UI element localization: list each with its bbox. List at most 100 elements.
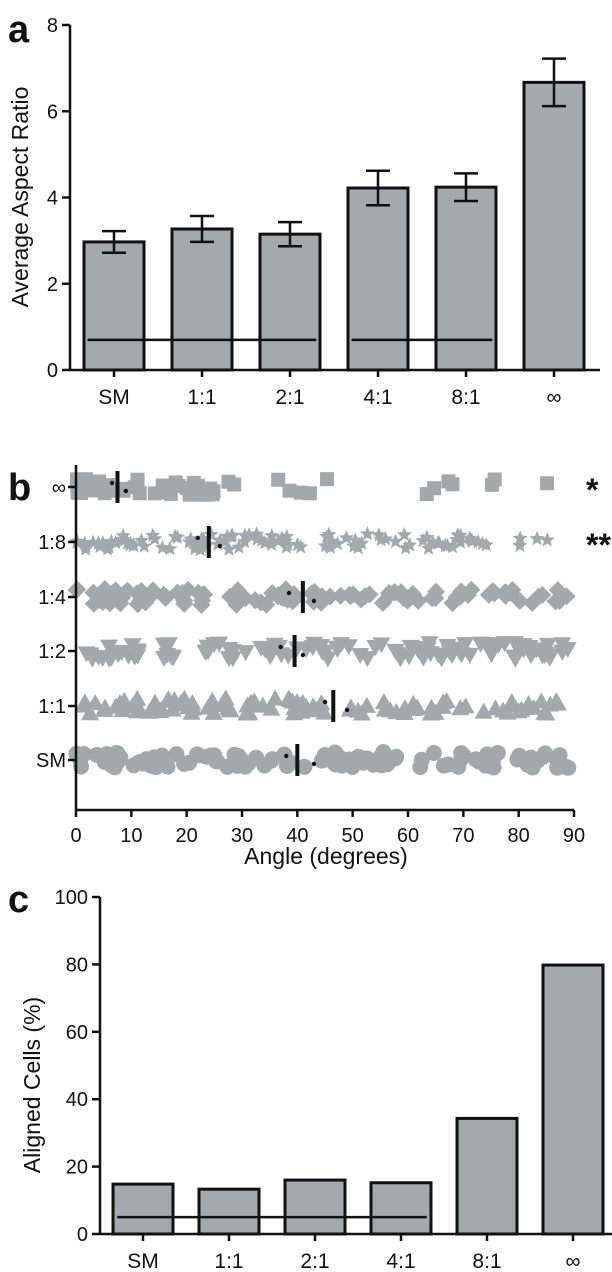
panel-b-point-1-78 — [188, 537, 204, 553]
panel-label-c: c — [8, 879, 29, 921]
panel-b-point-4-93 — [203, 691, 222, 708]
panel-b-point-3-107 — [198, 639, 217, 656]
panel-b-point-1-33 — [263, 536, 280, 551]
panel-b-point-0-52 — [427, 481, 442, 496]
panel-b-x-tick-label-5: 50 — [342, 825, 364, 847]
panel-a-error-bar-3 — [366, 169, 390, 207]
panel-b-point-5-89 — [387, 750, 404, 767]
panel-b-point-1-57 — [437, 537, 453, 553]
panel-b-point-5-81 — [153, 747, 170, 764]
panel-b-point-5-70 — [263, 752, 280, 769]
panel-b-point-1-88 — [425, 534, 441, 549]
panel-b-point-3-95 — [401, 639, 420, 656]
panel-b-point-1-101 — [95, 534, 111, 550]
panel-b-ci-high-3 — [300, 652, 306, 658]
panel-c-x-tick-label-0: SM — [127, 1250, 159, 1272]
panel-b-x-tick-label-8: 80 — [508, 825, 530, 847]
panel-b-point-3-61 — [158, 647, 177, 664]
panel-b-ci-low-4 — [322, 699, 328, 705]
panel-b-point-0-42 — [203, 481, 218, 496]
panel-b-point-5-94 — [373, 757, 390, 774]
panel-b-point-1-77 — [237, 533, 253, 549]
panel-b-point-1-107 — [92, 538, 108, 553]
panel-b-ci-low-5 — [284, 753, 289, 759]
panel-b-point-4-96 — [81, 704, 100, 721]
panel-b-point-3-54 — [100, 651, 119, 668]
panel-b-point-1-84 — [373, 531, 389, 547]
panel-b-point-0-54 — [540, 476, 555, 491]
panel-b-point-3-86 — [506, 651, 525, 668]
panel-c-x-tick-label-4: 8:1 — [472, 1250, 501, 1272]
panel-b-y-tick-label-0: ∞ — [52, 477, 66, 499]
panel-b-point-5-104 — [557, 758, 574, 775]
panel-b-point-1-15 — [203, 526, 219, 542]
panel-b-point-1-58 — [115, 527, 131, 543]
panel-b-point-1-96 — [167, 528, 183, 544]
panel-b-point-4-108 — [421, 704, 440, 721]
panel-b-point-3-73 — [471, 636, 490, 653]
panel-b-point-1-52 — [249, 531, 265, 546]
panel-b-point-2-81 — [321, 587, 340, 606]
panel-label-a: a — [8, 9, 30, 51]
panel-b-point-0-57 — [271, 472, 286, 487]
panel-c-y-tick-label-2: 40 — [66, 1089, 88, 1111]
panel-b-point-5-109 — [232, 751, 249, 768]
panel-b-point-4-55 — [163, 700, 182, 717]
panel-b-point-2-97 — [305, 583, 324, 602]
panel-b-point-1-29 — [354, 535, 370, 550]
panel-b-point-1-44 — [69, 534, 85, 549]
panel-b-point-1-31 — [136, 538, 152, 553]
panel-b-point-2-107 — [156, 588, 175, 607]
panel-c-bar-4 — [455, 1116, 519, 1236]
panel-b-point-1-108 — [279, 528, 295, 544]
panel-b-point-4-95 — [221, 701, 240, 718]
panel-b-point-4-103 — [408, 698, 427, 715]
panel-b-point-1-89 — [192, 541, 208, 557]
panel-a-x-tick-label-4: 8:1 — [451, 386, 480, 409]
panel-b-point-4-102 — [151, 702, 170, 719]
panel-b-point-5-102 — [529, 752, 546, 769]
panel-b-point-1-45 — [115, 532, 131, 548]
panel-b-point-1-38 — [338, 530, 354, 545]
panel-b-point-0-48 — [320, 472, 335, 487]
panel-b-point-5-83 — [440, 756, 457, 773]
panel-b-point-5-58 — [181, 754, 198, 771]
panel-b-point-1-76 — [77, 535, 93, 551]
panel-a-y-tick-label-3: 6 — [47, 101, 58, 123]
panel-c-bar-5 — [541, 963, 605, 1236]
panel-b-point-5-87 — [88, 746, 105, 763]
panel-b-point-3-45 — [236, 645, 255, 662]
panel-b-point-5-96 — [203, 747, 220, 764]
panel-b-point-1-109 — [194, 530, 210, 546]
panel-b-x-tick-label-0: 0 — [70, 825, 81, 847]
panel-b-point-0-18 — [221, 474, 236, 489]
panel-b-point-3-94 — [119, 648, 138, 665]
panel-b-point-4-87 — [434, 693, 453, 710]
panel-a-bar-4 — [434, 185, 498, 372]
panel-b-point-4-25 — [266, 689, 285, 706]
panel-b-point-3-100 — [540, 650, 559, 667]
panel-c-y-tick-label-3: 60 — [66, 1022, 88, 1044]
panel-b-point-5-97 — [551, 747, 568, 764]
panel-b-point-2-98 — [236, 589, 255, 608]
panel-b-point-2-106 — [394, 588, 413, 607]
panel-b-point-4-94 — [246, 693, 265, 710]
panel-b-point-0-55 — [445, 477, 460, 492]
panel-b-x-tick-label-7: 70 — [452, 825, 474, 847]
panel-b-point-1-86 — [539, 532, 555, 547]
panel-b-point-4-105 — [179, 698, 198, 715]
panel-b-point-4-91 — [456, 697, 475, 714]
panel-b-point-4-67 — [498, 703, 517, 720]
panel-a-bar-5 — [522, 80, 586, 372]
panel-b-point-0-34 — [168, 475, 183, 490]
panel-b-point-4-107 — [240, 704, 259, 721]
panel-b-point-1-1 — [396, 527, 412, 542]
panel-b-point-1-68 — [452, 534, 469, 549]
panel-b-point-5-74 — [485, 759, 502, 776]
panel-b-point-2-105 — [479, 585, 498, 604]
panel-a-y-tick-label-0: 0 — [47, 360, 58, 382]
panel-b-x-tick-label-2: 20 — [176, 825, 198, 847]
panel-c-y-axis-label: Aligned Cells (%) — [19, 997, 45, 1173]
panel-b-point-5-108 — [455, 747, 472, 764]
